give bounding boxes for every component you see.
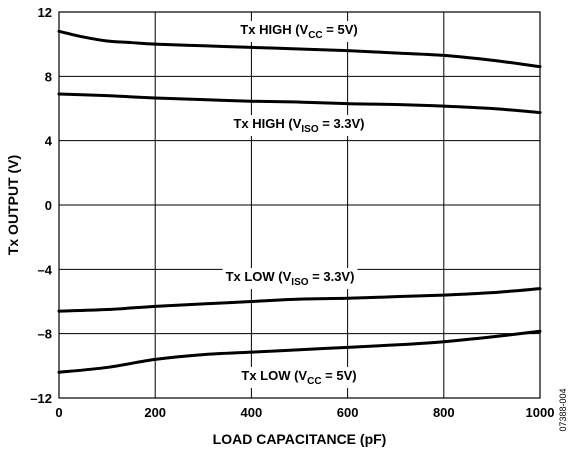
x-tick-label: 400 xyxy=(241,405,263,420)
series-label-background xyxy=(222,268,358,289)
x-tick-label: 0 xyxy=(55,405,62,420)
series-line-tx-high-viso xyxy=(57,92,542,115)
series-label-tx-high-viso: Tx HIGH (VISO = 3.3V) xyxy=(233,116,364,135)
figure-id: 07388-004 xyxy=(558,388,568,431)
y-tick-labels: 12 8 4 0 –4 –8 –12 xyxy=(30,5,52,406)
series-label-background xyxy=(238,367,360,388)
series-lines xyxy=(57,29,542,374)
x-tick-label: 800 xyxy=(433,405,455,420)
series-labels: Tx HIGH (VCC = 5V) Tx HIGH (VISO = 3.3V) T… xyxy=(222,21,368,388)
series-label-background xyxy=(237,21,361,42)
y-tick-label: 0 xyxy=(45,198,52,213)
series-label-tx-low-viso: Tx LOW (VISO = 3.3V) xyxy=(226,269,355,288)
x-tick-label: 1000 xyxy=(526,405,555,420)
x-tick-label: 200 xyxy=(144,405,166,420)
y-tick-label: 4 xyxy=(45,134,53,149)
y-axis-title: Tx OUTPUT (V) xyxy=(5,155,21,255)
y-tick-label: 12 xyxy=(38,5,52,20)
series-line-tx-low-vcc xyxy=(57,329,542,374)
series-label-tx-low-vcc: Tx LOW (VCC = 5V) xyxy=(241,368,356,387)
x-axis-title: LOAD CAPACITANCE (pF) xyxy=(213,431,387,447)
series-label-background xyxy=(230,115,368,136)
x-tick-label: 600 xyxy=(337,405,359,420)
x-tick-labels: 0 200 400 600 800 1000 xyxy=(55,405,554,420)
y-tick-label: 8 xyxy=(45,69,52,84)
y-tick-label: –4 xyxy=(38,262,53,277)
series-label-tx-high-vcc: Tx HIGH (VCC = 5V) xyxy=(240,22,357,41)
series-line-tx-high-vcc xyxy=(57,29,542,69)
grid xyxy=(59,12,540,398)
y-tick-label: –8 xyxy=(38,327,52,342)
series-line-tx-low-viso xyxy=(57,287,542,313)
y-tick-label: –12 xyxy=(30,391,52,406)
plot-frame xyxy=(58,11,541,399)
